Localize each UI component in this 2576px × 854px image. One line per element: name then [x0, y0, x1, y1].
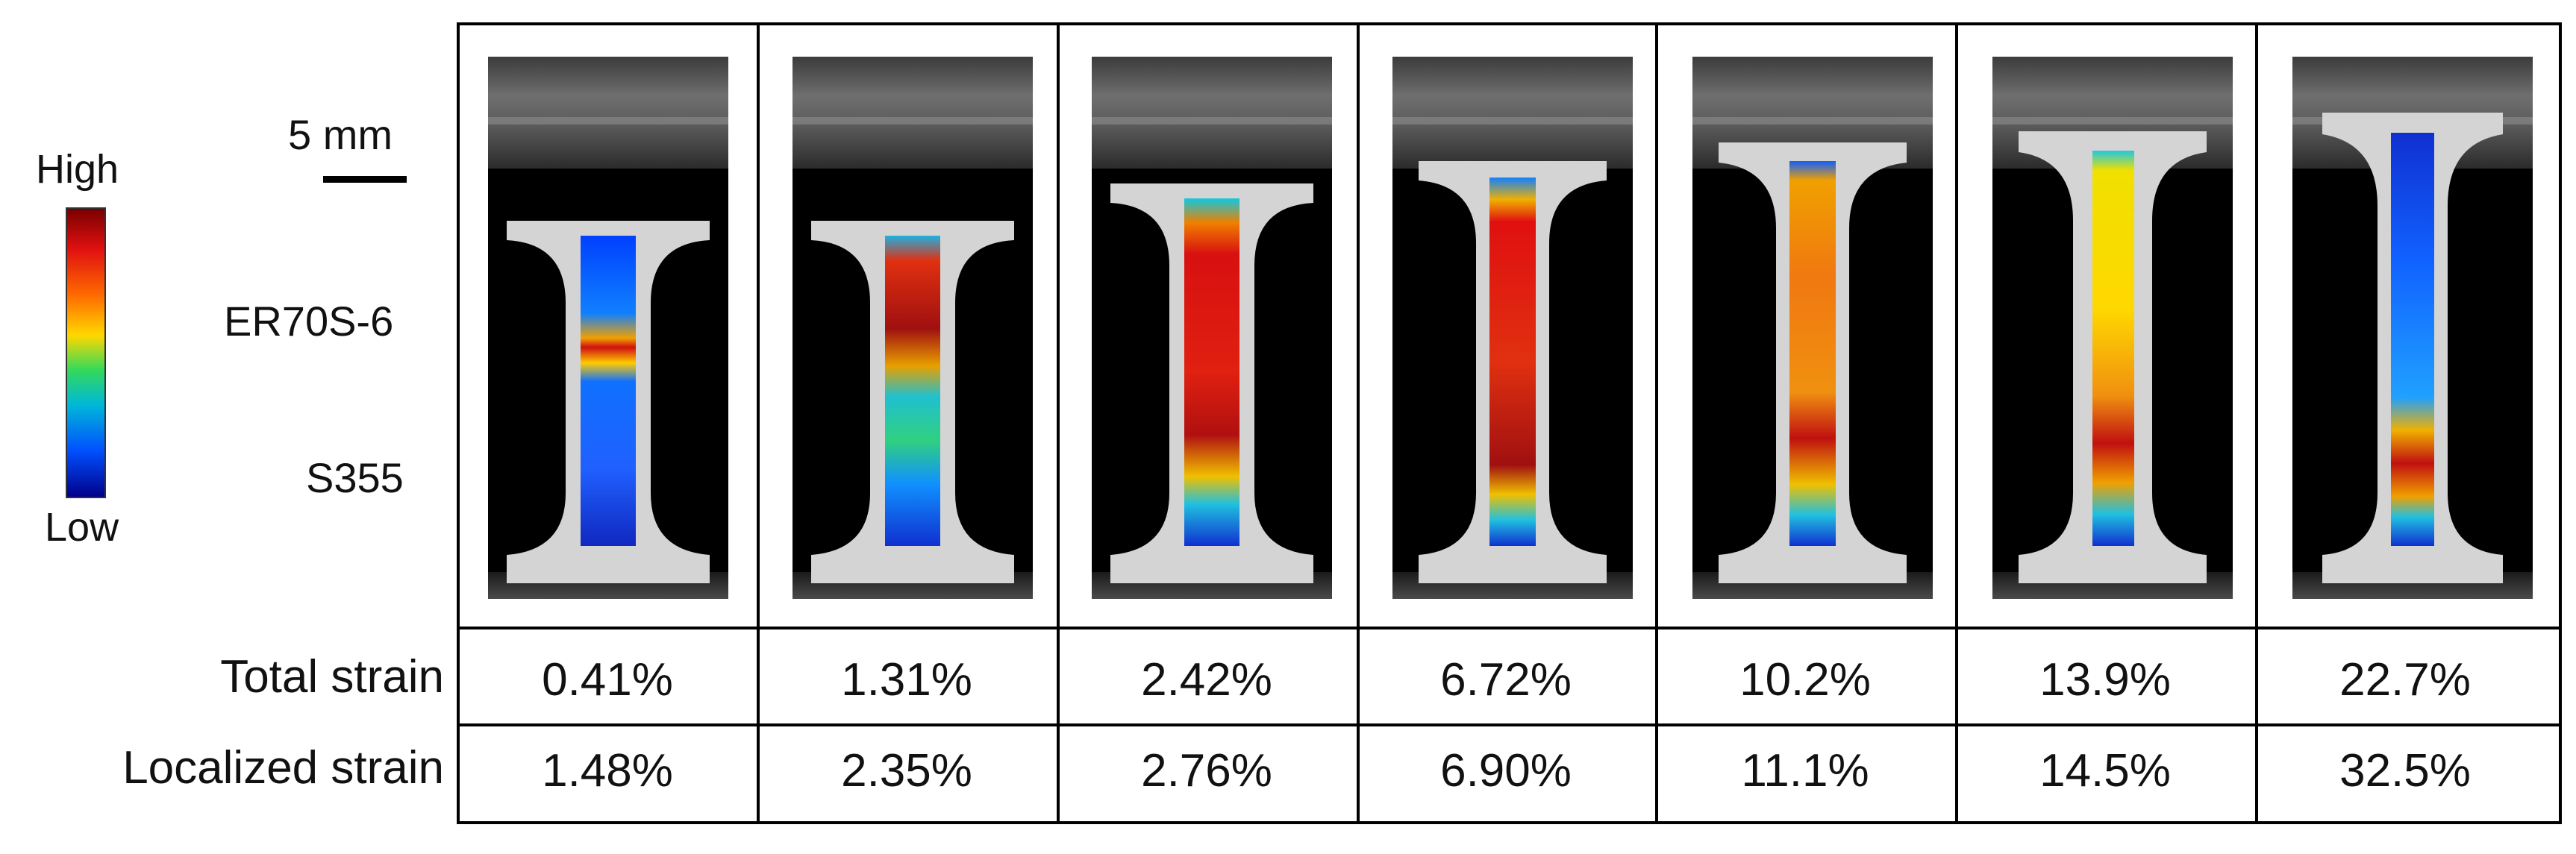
grid-divider [1057, 25, 1060, 821]
total-strain-value: 0.41% [542, 654, 673, 706]
grid-divider-value-row [460, 723, 2559, 726]
total-strain-value: 1.31% [841, 654, 972, 706]
strain-colorbar [66, 207, 106, 498]
upper-grip [488, 57, 728, 169]
specimen-image-3 [1092, 57, 1332, 599]
specimen-image-5 [1692, 57, 1933, 599]
specimen-image-4 [1392, 57, 1633, 599]
grid-divider [1655, 25, 1658, 821]
row-label-total-strain: Total strain [220, 651, 444, 703]
specimen-image-1 [488, 57, 728, 599]
upper-grip [1392, 57, 1633, 169]
specimen-image-6 [1992, 57, 2233, 599]
dogbone-specimen [811, 221, 1014, 583]
dogbone-specimen [507, 221, 710, 583]
localized-strain-value: 2.76% [1141, 745, 1272, 797]
grid-divider [1357, 25, 1360, 821]
strain-grid: 0.41% 1.31% 2.42% 6.72% 10.2% 13.9% 22.7… [457, 22, 2562, 824]
total-strain-value: 6.72% [1440, 654, 1572, 706]
row-label-localized-strain: Localized strain [122, 742, 444, 794]
dogbone-specimen [1110, 183, 1313, 583]
upper-grip [1092, 57, 1332, 169]
total-strain-value: 22.7% [2339, 654, 2471, 706]
material-label-bottom: S355 [306, 454, 404, 501]
colorbar-low-label: Low [45, 505, 119, 550]
colorbar-high-label: High [36, 147, 119, 192]
localized-strain-value: 14.5% [2039, 745, 2171, 797]
total-strain-value: 13.9% [2039, 654, 2171, 706]
grid-divider [757, 25, 760, 821]
localized-strain-value: 2.35% [841, 745, 972, 797]
specimen-image-2 [793, 57, 1033, 599]
dogbone-specimen [2322, 113, 2503, 583]
scale-bar-label: 5 mm [288, 111, 393, 158]
material-label-top: ER70S-6 [224, 298, 394, 345]
grid-divider [1955, 25, 1958, 821]
scale-bar [323, 176, 407, 183]
localized-strain-value: 1.48% [542, 745, 673, 797]
localized-strain-value: 6.90% [1440, 745, 1572, 797]
dogbone-specimen [2019, 131, 2207, 583]
dogbone-specimen [1719, 142, 1907, 583]
localized-strain-value: 32.5% [2339, 745, 2471, 797]
grid-divider-image-row [460, 627, 2559, 629]
total-strain-value: 2.42% [1141, 654, 1272, 706]
grid-divider [2255, 25, 2258, 821]
upper-grip [793, 57, 1033, 169]
specimen-image-7 [2292, 57, 2533, 599]
total-strain-value: 10.2% [1739, 654, 1871, 706]
dogbone-specimen [1419, 161, 1607, 583]
localized-strain-value: 11.1% [1741, 745, 1869, 797]
